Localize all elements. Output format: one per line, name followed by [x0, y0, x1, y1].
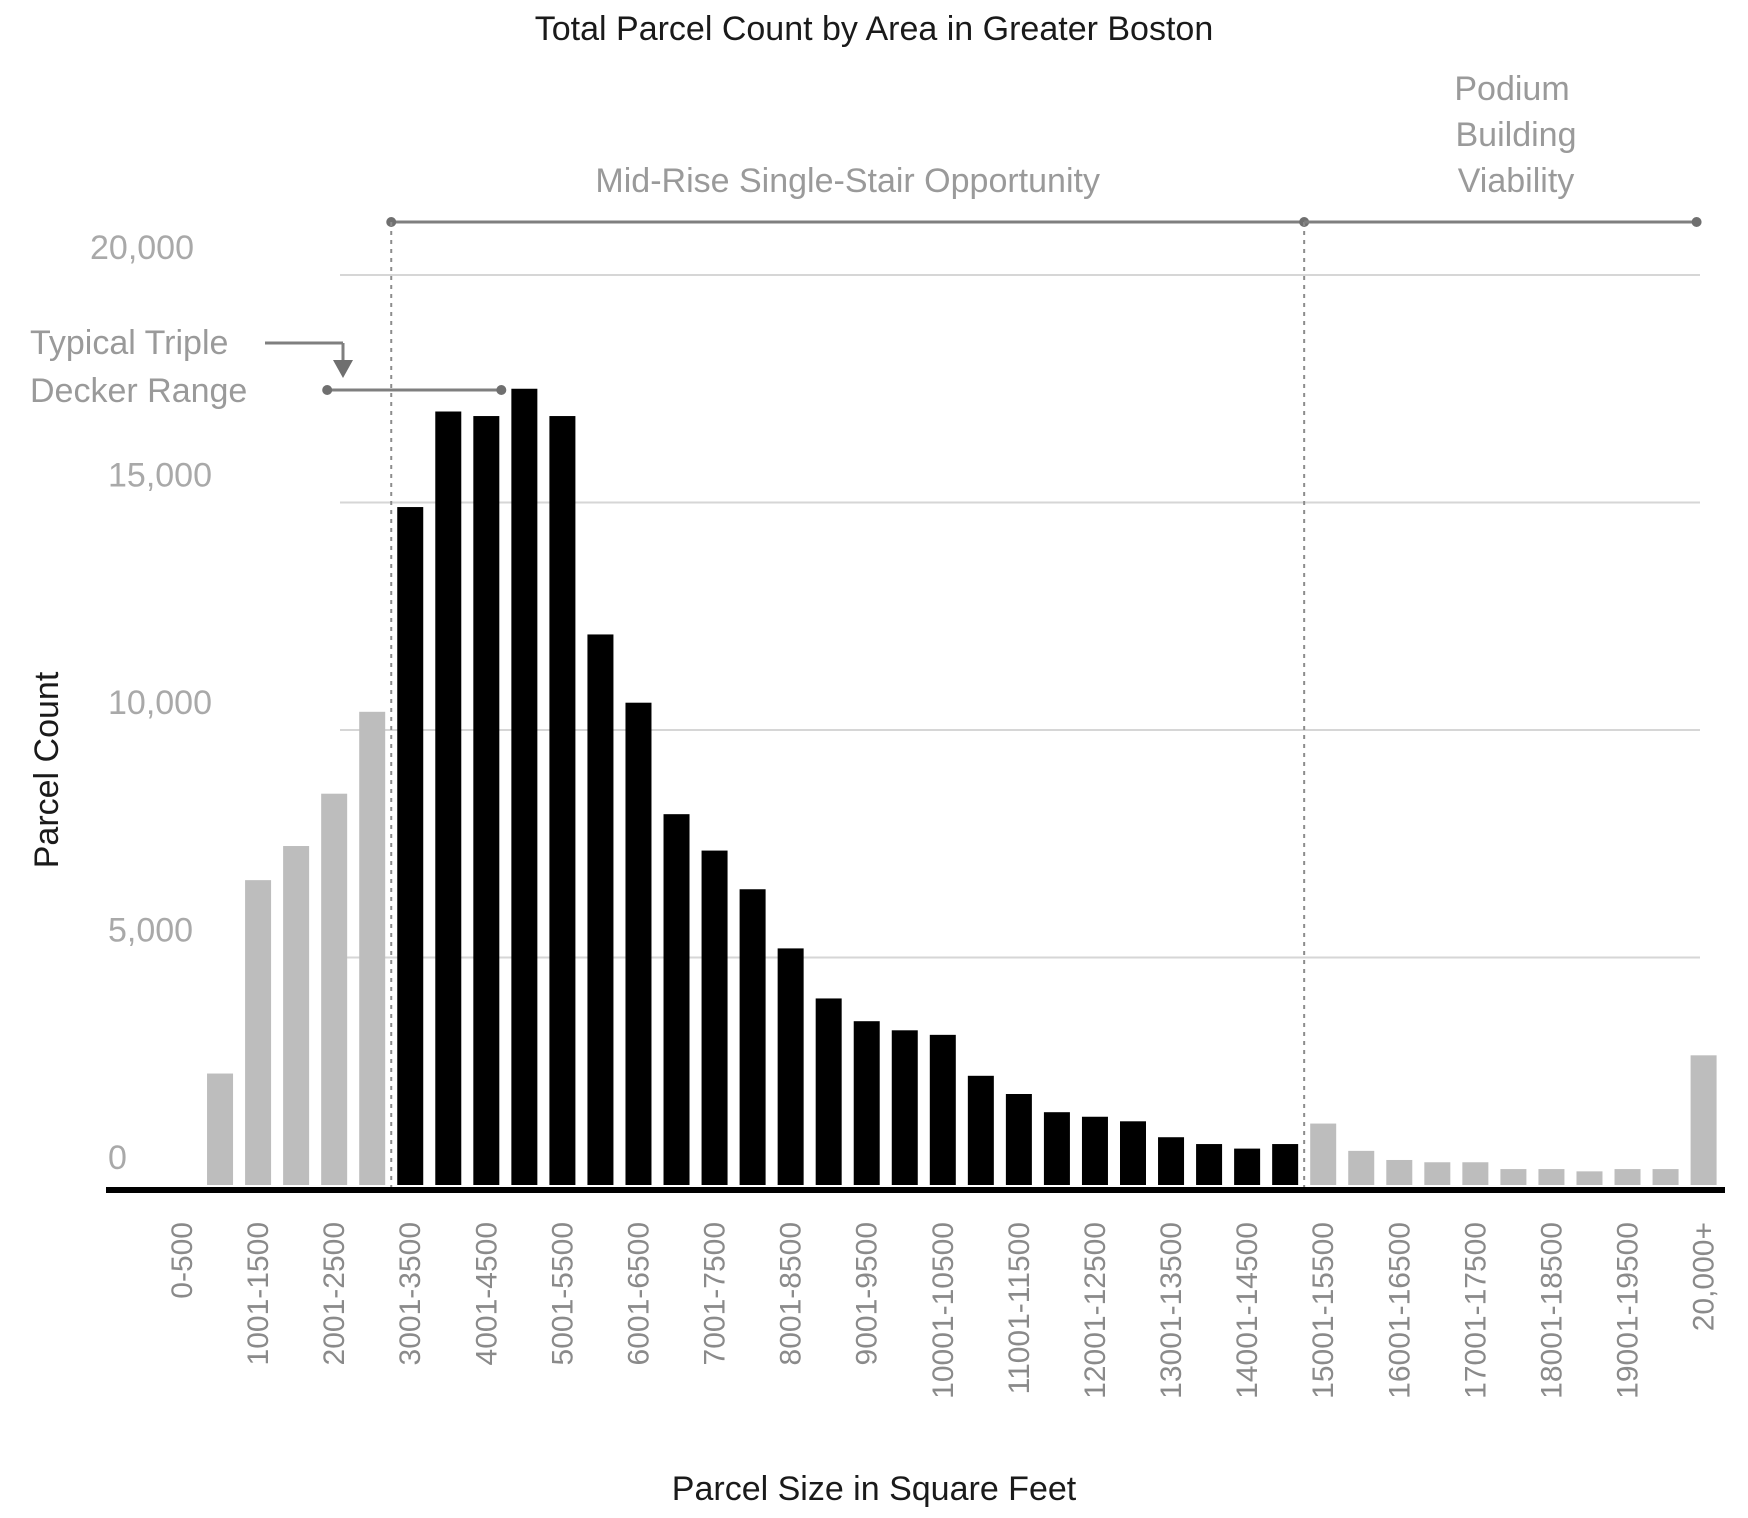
bar-2501-3000: [359, 712, 385, 1185]
podium-range-end: [1692, 217, 1702, 227]
x-tick-14001-14500: 14001-14500: [1231, 1222, 1264, 1399]
bar-2001-2500: [321, 794, 347, 1185]
bar-15501-16000: [1348, 1151, 1374, 1185]
x-tick-17001-17500: 17001-17500: [1459, 1222, 1492, 1399]
y-tick-15000: 15,000: [108, 457, 212, 495]
x-tick-20-000: 20,000+: [1688, 1222, 1721, 1331]
triple-decker-annotation: Typical Triple Decker Range: [30, 324, 506, 410]
y-tick-0: 0: [108, 1139, 127, 1177]
x-tick-11001-11500: 11001-11500: [1003, 1222, 1036, 1394]
bar-17501-18000: [1500, 1169, 1526, 1185]
x-tick-0-500: 0-500: [166, 1222, 199, 1299]
podium-label-line3: Viability: [1458, 162, 1575, 200]
y-tick-10000: 10,000: [108, 684, 212, 722]
x-tick-19001-19500: 19001-19500: [1612, 1222, 1645, 1399]
x-tick-1001-1500: 1001-1500: [242, 1222, 275, 1365]
triple-decker-arrow-icon: [333, 360, 353, 378]
x-tick-10001-10500: 10001-10500: [927, 1222, 960, 1399]
x-axis-label: Parcel Size in Square Feet: [672, 1470, 1077, 1508]
bar-10501-11000: [968, 1076, 994, 1185]
x-tick-6001-6500: 6001-6500: [622, 1222, 655, 1365]
triple-decker-label-line1: Typical Triple: [30, 324, 228, 362]
bar-9501-10000: [892, 1030, 918, 1185]
bar-8501-9000: [816, 998, 842, 1185]
x-tick-2001-2500: 2001-2500: [318, 1222, 351, 1365]
bar-1001-1500: [245, 880, 271, 1185]
bar-14001-14500: [1234, 1149, 1260, 1185]
x-tick-5001-5500: 5001-5500: [546, 1222, 579, 1365]
triple-decker-label-line2: Decker Range: [30, 372, 247, 410]
x-tick-12001-12500: 12001-12500: [1079, 1222, 1112, 1399]
bar-5501-6000: [587, 634, 613, 1185]
gridlines: [340, 275, 1700, 958]
bar-7501-8000: [740, 889, 766, 1185]
bar-6501-7000: [664, 814, 690, 1185]
x-tick-9001-9500: 9001-9500: [851, 1222, 884, 1365]
x-tick-15001-15500: 15001-15500: [1307, 1222, 1340, 1399]
bar-6001-6500: [625, 703, 651, 1185]
bar-11501-12000: [1044, 1112, 1070, 1185]
x-tick-8001-8500: 8001-8500: [775, 1222, 808, 1365]
y-axis-label: Parcel Count: [28, 671, 66, 868]
bar-20-000: [1691, 1055, 1717, 1185]
bar-12001-12500: [1082, 1117, 1108, 1185]
bar-10001-10500: [930, 1035, 956, 1185]
y-tick-5000: 5,000: [108, 912, 193, 950]
bar-19501-20000: [1653, 1169, 1679, 1185]
bar-16501-17000: [1424, 1162, 1450, 1185]
x-tick-4001-4500: 4001-4500: [470, 1222, 503, 1365]
x-tick-16001-16500: 16001-16500: [1383, 1222, 1416, 1399]
podium-label-line1: Podium: [1454, 70, 1569, 108]
triple-decker-range-end: [496, 385, 506, 395]
bar-13001-13500: [1158, 1137, 1184, 1185]
x-tick-18001-18500: 18001-18500: [1535, 1222, 1568, 1399]
bar-11001-11500: [1006, 1094, 1032, 1185]
podium-label-line2: Building: [1456, 116, 1577, 154]
bar-12501-13000: [1120, 1121, 1146, 1185]
x-tick-3001-3500: 3001-3500: [394, 1222, 427, 1365]
bar-18001-18500: [1538, 1169, 1564, 1185]
bar-13501-14000: [1196, 1144, 1222, 1185]
bar-15001-15500: [1310, 1124, 1336, 1185]
bar-19001-19500: [1615, 1169, 1641, 1185]
podium-annotation: Podium Building Viability: [1304, 70, 1701, 227]
bar-7001-7500: [702, 851, 728, 1185]
bar-3501-4000: [435, 412, 461, 1186]
x-tick-13001-13500: 13001-13500: [1155, 1222, 1188, 1399]
x-tick-7001-7500: 7001-7500: [699, 1222, 732, 1365]
bar-9001-9500: [854, 1021, 880, 1185]
x-axis-ticks: 0-500 1001-1500 2001-2500 3001-3500 4001-450…: [166, 1222, 1721, 1399]
triple-decker-range-start: [322, 385, 332, 395]
bar-18501-19000: [1576, 1171, 1602, 1185]
bar-8001-8500: [778, 948, 804, 1185]
bar-4001-4500: [473, 416, 499, 1185]
bar-17001-17500: [1462, 1162, 1488, 1185]
bars: [207, 389, 1717, 1185]
bar-501-1000: [207, 1074, 233, 1185]
bar-1501-2000: [283, 846, 309, 1185]
bar-3001-3500: [397, 507, 423, 1185]
bar-14501-15000: [1272, 1144, 1298, 1185]
mid-rise-label: Mid-Rise Single-Stair Opportunity: [595, 162, 1100, 200]
chart-title: Total Parcel Count by Area in Greater Bo…: [535, 10, 1213, 48]
y-tick-20000: 20,000: [90, 229, 194, 267]
bar-16001-16500: [1386, 1160, 1412, 1185]
bar-4501-5000: [511, 389, 537, 1185]
bar-5001-5500: [549, 416, 575, 1185]
